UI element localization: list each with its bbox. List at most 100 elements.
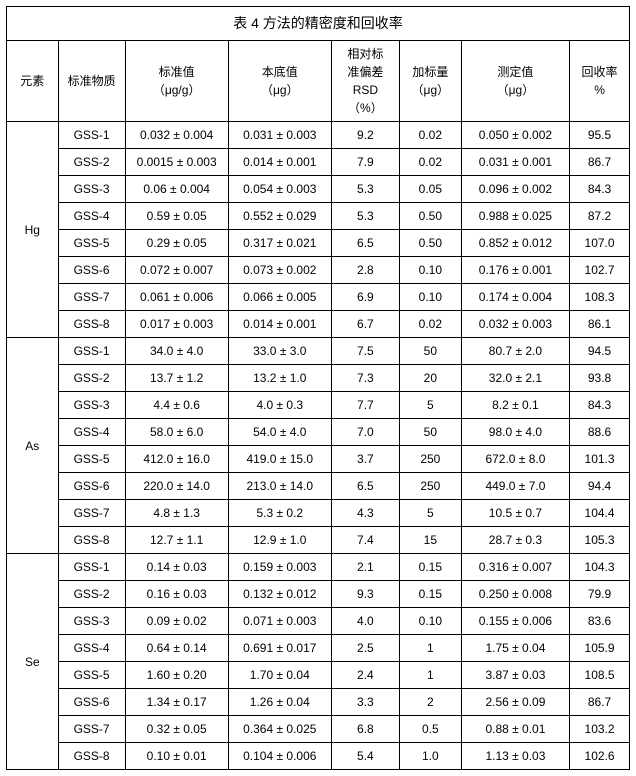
element-cell: Se	[7, 554, 59, 770]
measured-cell: 10.5 ± 0.7	[461, 500, 569, 527]
measured-cell: 1.75 ± 0.04	[461, 635, 569, 662]
background-value-cell: 419.0 ± 15.0	[228, 446, 331, 473]
spike-cell: 0.10	[399, 284, 461, 311]
table-row: GSS-40.59 ± 0.050.552 ± 0.0295.30.500.98…	[7, 203, 630, 230]
spike-cell: 0.02	[399, 311, 461, 338]
background-value-cell: 0.132 ± 0.012	[228, 581, 331, 608]
spike-cell: 1.0	[399, 743, 461, 770]
hdr-measured: 测定值 （μg）	[461, 41, 569, 122]
measured-cell: 0.050 ± 0.002	[461, 122, 569, 149]
recovery-cell: 104.4	[570, 500, 630, 527]
recovery-cell: 79.9	[570, 581, 630, 608]
material-cell: GSS-4	[58, 635, 125, 662]
table-row: GSS-30.09 ± 0.020.071 ± 0.0034.00.100.15…	[7, 608, 630, 635]
rsd-cell: 6.5	[331, 473, 399, 500]
hdr-recovery: 回收率 %	[570, 41, 630, 122]
table-row: GSS-20.0015 ± 0.0030.014 ± 0.0017.90.020…	[7, 149, 630, 176]
measured-cell: 2.56 ± 0.09	[461, 689, 569, 716]
spike-cell: 15	[399, 527, 461, 554]
rsd-cell: 4.0	[331, 608, 399, 635]
rsd-cell: 3.3	[331, 689, 399, 716]
precision-recovery-table: 表 4 方法的精密度和回收率 元素 标准物质 标准值 （μg/g） 本底值 （μ…	[6, 6, 630, 770]
standard-value-cell: 0.072 ± 0.007	[125, 257, 228, 284]
recovery-cell: 103.2	[570, 716, 630, 743]
rsd-cell: 7.3	[331, 365, 399, 392]
spike-cell: 250	[399, 473, 461, 500]
recovery-cell: 108.3	[570, 284, 630, 311]
measured-cell: 98.0 ± 4.0	[461, 419, 569, 446]
material-cell: GSS-6	[58, 257, 125, 284]
rsd-cell: 7.5	[331, 338, 399, 365]
measured-cell: 0.852 ± 0.012	[461, 230, 569, 257]
material-cell: GSS-1	[58, 554, 125, 581]
rsd-cell: 6.8	[331, 716, 399, 743]
recovery-cell: 102.7	[570, 257, 630, 284]
table-row: GSS-20.16 ± 0.030.132 ± 0.0129.30.150.25…	[7, 581, 630, 608]
hdr-standard-value: 标准值 （μg/g）	[125, 41, 228, 122]
hdr-spike: 加标量 （μg）	[399, 41, 461, 122]
table-row: GSS-40.64 ± 0.140.691 ± 0.0172.511.75 ± …	[7, 635, 630, 662]
measured-cell: 0.176 ± 0.001	[461, 257, 569, 284]
standard-value-cell: 0.16 ± 0.03	[125, 581, 228, 608]
spike-cell: 0.10	[399, 257, 461, 284]
rsd-cell: 4.3	[331, 500, 399, 527]
material-cell: GSS-2	[58, 581, 125, 608]
recovery-cell: 86.7	[570, 689, 630, 716]
spike-cell: 2	[399, 689, 461, 716]
material-cell: GSS-2	[58, 365, 125, 392]
background-value-cell: 0.104 ± 0.006	[228, 743, 331, 770]
material-cell: GSS-2	[58, 149, 125, 176]
standard-value-cell: 12.7 ± 1.1	[125, 527, 228, 554]
background-value-cell: 0.054 ± 0.003	[228, 176, 331, 203]
background-value-cell: 54.0 ± 4.0	[228, 419, 331, 446]
standard-value-cell: 0.0015 ± 0.003	[125, 149, 228, 176]
recovery-cell: 104.3	[570, 554, 630, 581]
element-cell: As	[7, 338, 59, 554]
background-value-cell: 33.0 ± 3.0	[228, 338, 331, 365]
spike-cell: 0.5	[399, 716, 461, 743]
standard-value-cell: 4.8 ± 1.3	[125, 500, 228, 527]
standard-value-cell: 0.032 ± 0.004	[125, 122, 228, 149]
standard-value-cell: 220.0 ± 14.0	[125, 473, 228, 500]
rsd-cell: 7.9	[331, 149, 399, 176]
rsd-cell: 7.0	[331, 419, 399, 446]
rsd-cell: 5.4	[331, 743, 399, 770]
material-cell: GSS-6	[58, 689, 125, 716]
spike-cell: 5	[399, 392, 461, 419]
table-title: 表 4 方法的精密度和回收率	[7, 7, 630, 41]
rsd-cell: 6.7	[331, 311, 399, 338]
spike-cell: 0.15	[399, 554, 461, 581]
measured-cell: 0.316 ± 0.007	[461, 554, 569, 581]
material-cell: GSS-4	[58, 203, 125, 230]
rsd-cell: 2.1	[331, 554, 399, 581]
recovery-cell: 107.0	[570, 230, 630, 257]
measured-cell: 32.0 ± 2.1	[461, 365, 569, 392]
standard-value-cell: 0.09 ± 0.02	[125, 608, 228, 635]
standard-value-cell: 412.0 ± 16.0	[125, 446, 228, 473]
table-row: GSS-50.29 ± 0.050.317 ± 0.0216.50.500.85…	[7, 230, 630, 257]
measured-cell: 0.174 ± 0.004	[461, 284, 569, 311]
standard-value-cell: 0.10 ± 0.01	[125, 743, 228, 770]
spike-cell: 0.50	[399, 230, 461, 257]
spike-cell: 5	[399, 500, 461, 527]
recovery-cell: 101.3	[570, 446, 630, 473]
table-row: GSS-61.34 ± 0.171.26 ± 0.043.322.56 ± 0.…	[7, 689, 630, 716]
measured-cell: 1.13 ± 0.03	[461, 743, 569, 770]
recovery-cell: 105.3	[570, 527, 630, 554]
measured-cell: 672.0 ± 8.0	[461, 446, 569, 473]
material-cell: GSS-3	[58, 392, 125, 419]
table-row: GSS-5412.0 ± 16.0419.0 ± 15.03.7250672.0…	[7, 446, 630, 473]
measured-cell: 0.155 ± 0.006	[461, 608, 569, 635]
standard-value-cell: 34.0 ± 4.0	[125, 338, 228, 365]
recovery-cell: 93.8	[570, 365, 630, 392]
rsd-cell: 5.3	[331, 203, 399, 230]
background-value-cell: 5.3 ± 0.2	[228, 500, 331, 527]
background-value-cell: 0.364 ± 0.025	[228, 716, 331, 743]
table-row: AsGSS-134.0 ± 4.033.0 ± 3.07.55080.7 ± 2…	[7, 338, 630, 365]
standard-value-cell: 58.0 ± 6.0	[125, 419, 228, 446]
table-row: GSS-812.7 ± 1.112.9 ± 1.07.41528.7 ± 0.3…	[7, 527, 630, 554]
material-cell: GSS-1	[58, 338, 125, 365]
standard-value-cell: 4.4 ± 0.6	[125, 392, 228, 419]
rsd-cell: 2.5	[331, 635, 399, 662]
material-cell: GSS-4	[58, 419, 125, 446]
